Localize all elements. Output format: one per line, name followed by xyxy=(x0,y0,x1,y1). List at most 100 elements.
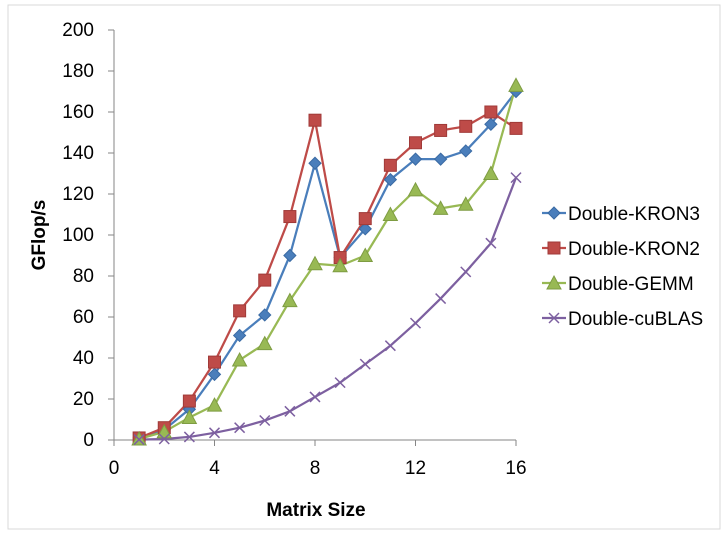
legend-label-double-gemm: Double-GEMM xyxy=(568,274,694,295)
point-double-gemm xyxy=(357,247,374,262)
y-tick-label: 40 xyxy=(73,348,94,369)
point-double-cublas xyxy=(234,422,246,434)
y-tick-label: 80 xyxy=(73,266,94,287)
series-line-double-kron3 xyxy=(138,90,517,440)
point-double-kron3 xyxy=(484,117,498,132)
axes xyxy=(108,29,517,446)
x-tick-label: 8 xyxy=(310,458,321,479)
point-double-gemm xyxy=(407,181,424,197)
y-tick-label: 100 xyxy=(62,225,94,246)
point-double-kron2 xyxy=(484,105,498,119)
point-double-kron3 xyxy=(459,144,473,158)
point-double-cublas-stroke xyxy=(359,358,371,370)
point-double-kron2 xyxy=(208,355,221,369)
point-double-gemm xyxy=(307,255,323,271)
point-double-cublas-stroke xyxy=(133,434,145,446)
point-double-cublas-stroke xyxy=(234,422,246,434)
point-double-cublas-stroke xyxy=(208,427,221,439)
point-double-cublas-stroke xyxy=(158,433,170,445)
point-double-kron3 xyxy=(308,156,322,170)
x-axis-title: Matrix Size xyxy=(266,500,365,521)
point-double-kron3 xyxy=(258,308,272,322)
tick-labels: 0 20 40 60 80 100 120 140 160 180 200 0 4 8 12 16 xyxy=(62,20,526,479)
point-double-kron2 xyxy=(434,123,448,137)
point-double-cublas xyxy=(259,414,271,427)
point-double-cublas xyxy=(208,427,221,439)
point-double-cublas-stroke xyxy=(259,414,271,427)
point-double-gemm xyxy=(508,77,524,92)
point-double-kron2 xyxy=(509,121,523,135)
legend-marker-double-cublas xyxy=(548,312,560,324)
point-double-kron2 xyxy=(409,136,422,150)
point-double-gemm xyxy=(282,292,298,308)
legend-marker-double-gemm xyxy=(546,274,562,290)
point-double-cublas xyxy=(460,266,472,278)
legend-marker-double-cublas-stroke xyxy=(548,312,560,324)
point-double-kron2 xyxy=(459,119,473,133)
y-tick-label: 180 xyxy=(62,61,94,82)
point-double-kron3 xyxy=(283,248,297,263)
point-double-cublas xyxy=(409,317,422,329)
point-double-cublas-stroke xyxy=(309,391,321,403)
series-line-double-gemm xyxy=(138,85,518,441)
point-double-cublas-stroke xyxy=(183,431,195,443)
y-axis-title: GFlop/s xyxy=(29,200,50,271)
point-double-kron2 xyxy=(283,210,297,224)
point-double-cublas-stroke xyxy=(409,317,422,329)
point-double-gemm xyxy=(256,335,273,351)
point-double-cublas xyxy=(510,172,522,184)
point-double-cublas xyxy=(435,293,447,305)
point-double-kron3 xyxy=(408,152,423,166)
point-double-gemm xyxy=(483,165,499,180)
point-double-kron3 xyxy=(207,367,222,382)
legend: Double-KRON3 Double-KRON2 Double-GEMM Doubl… xyxy=(542,204,703,330)
x-tick-label: 4 xyxy=(209,458,220,479)
point-double-gemm xyxy=(382,206,399,221)
point-double-cublas xyxy=(158,433,170,445)
point-double-cublas xyxy=(485,237,497,249)
point-double-kron2 xyxy=(182,394,196,408)
point-double-gemm xyxy=(181,409,198,424)
point-double-cublas-stroke xyxy=(435,293,447,305)
point-double-kron2 xyxy=(308,113,322,127)
point-double-kron3 xyxy=(358,222,372,236)
point-double-gemm xyxy=(131,430,147,446)
point-double-cublas xyxy=(133,434,145,446)
point-double-cublas-stroke xyxy=(485,237,497,249)
point-double-cublas xyxy=(334,377,346,389)
point-double-cublas-stroke xyxy=(284,405,296,417)
y-tick-label: 140 xyxy=(62,143,94,164)
point-double-kron3 xyxy=(232,328,247,343)
series-line-double-kron2 xyxy=(138,110,517,439)
point-double-kron2 xyxy=(383,158,397,172)
legend-label-double-kron2: Double-KRON2 xyxy=(568,239,700,260)
series-markers xyxy=(131,77,524,446)
y-tick-label: 200 xyxy=(62,20,94,41)
point-double-kron2 xyxy=(358,212,372,226)
x-tick-label: 12 xyxy=(405,458,426,479)
y-tick-label: 0 xyxy=(83,430,94,451)
point-double-cublas-stroke xyxy=(510,172,522,184)
point-double-gemm xyxy=(457,196,474,211)
y-tick-label: 60 xyxy=(73,307,94,328)
point-double-gemm xyxy=(432,200,449,215)
point-double-gemm xyxy=(231,351,248,367)
legend-marker-double-kron2 xyxy=(547,241,561,255)
point-double-kron3 xyxy=(433,152,448,166)
y-tick-label: 160 xyxy=(62,102,94,123)
point-double-cublas xyxy=(183,431,195,443)
y-tick-label: 120 xyxy=(62,184,94,205)
point-double-cublas xyxy=(284,405,296,417)
point-double-cublas xyxy=(309,391,321,403)
series-lines xyxy=(138,85,518,441)
point-double-cublas-stroke xyxy=(384,340,396,352)
point-double-cublas xyxy=(384,340,396,352)
y-tick-label: 20 xyxy=(73,389,94,410)
point-double-kron2 xyxy=(258,273,272,287)
legend-marker-double-kron3 xyxy=(547,206,561,220)
series-line-double-cublas xyxy=(139,177,518,441)
point-double-gemm xyxy=(206,397,223,412)
chart-border xyxy=(7,4,721,530)
